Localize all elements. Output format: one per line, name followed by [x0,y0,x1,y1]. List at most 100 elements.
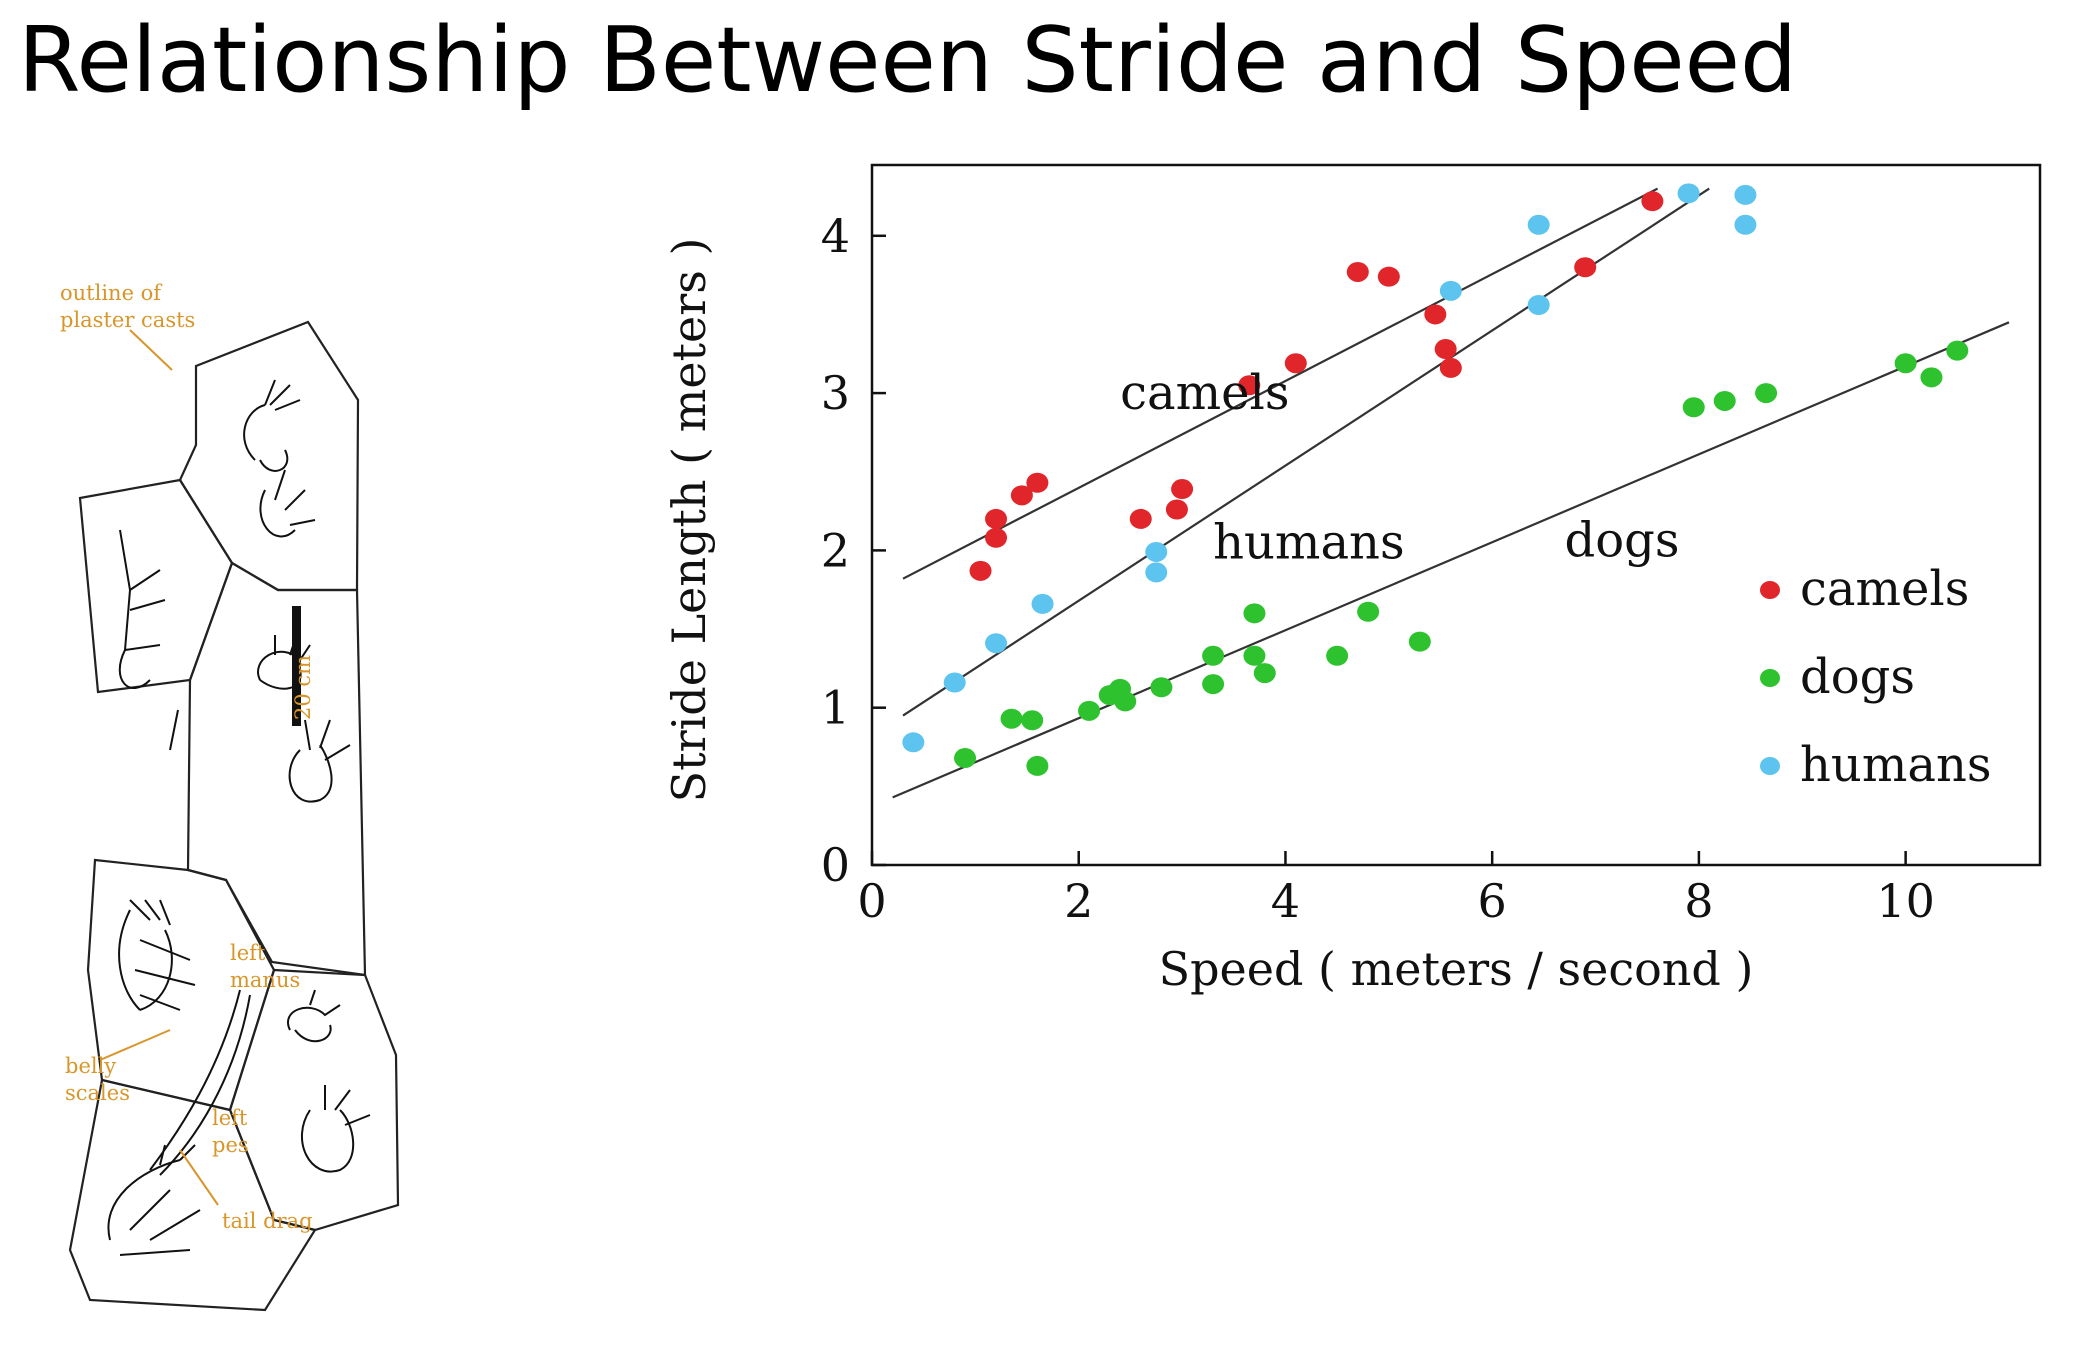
point-camels [1641,191,1664,212]
point-camels [1284,353,1307,374]
point-camels [985,527,1008,548]
legend-marker-dogs [1760,669,1780,687]
point-camels [1129,508,1152,529]
point-camels [1377,266,1400,287]
annotation-labels: outline of plaster casts left manus bell… [60,281,313,1233]
tail-label: tail drag [222,1209,313,1233]
point-dogs [1357,601,1380,622]
legend-marker-camels [1760,581,1780,599]
trend-line-humans [902,187,1710,717]
point-dogs [1755,383,1778,404]
y-tick-label: 0 [821,838,850,892]
outline-label-line2: plaster casts [60,308,195,332]
stride-speed-chart: 0 2 4 6 8 10 0 1 2 3 4 camels humans dogs camels dogs… [662,163,2042,996]
cast-slab-3 [186,561,367,977]
point-dogs [1202,645,1225,666]
footprint-1 [243,379,316,538]
legend-label-dogs: dogs [1800,649,1915,705]
annotation-leaders [99,329,219,1206]
point-humans [1527,214,1550,235]
scale-label: 20 cm [291,655,315,720]
point-humans [985,633,1008,654]
manus-label-line2: manus [230,968,300,992]
legend-label-humans: humans [1800,737,1992,793]
point-humans [1145,541,1168,562]
point-dogs [1253,663,1276,684]
point-camels [1238,375,1261,396]
legend-marker-humans [1760,757,1780,775]
slide-title: Relationship Between Stride and Speed [18,8,1798,113]
point-humans [1439,280,1462,301]
cast-slab-1 [178,320,360,592]
trackway-drawing: 20 cm outline of plaster casts left manu… [60,281,400,1312]
point-humans [1677,183,1700,204]
point-humans [1031,593,1054,614]
point-dogs [1894,353,1917,374]
manus-label-line1: left [230,941,266,965]
x-tick-label: 4 [1271,874,1300,928]
cast-slab-2 [78,478,234,694]
point-dogs [1000,708,1023,729]
pes-label-line1: left [212,1106,248,1130]
axis-ticks: 0 2 4 6 8 10 0 1 2 3 4 [821,209,1935,928]
pes-label-line2: pes [212,1133,249,1157]
x-tick-label: 0 [857,874,886,928]
plot-frame [870,163,2042,867]
point-humans [1145,562,1168,583]
y-tick-label: 1 [821,681,850,735]
trend-line-dogs [892,321,2010,799]
point-camels [985,508,1008,529]
point-camels [969,560,992,581]
point-dogs [1021,710,1044,731]
x-tick-label: 8 [1684,874,1713,928]
footprint-2 [118,529,166,690]
belly-label-line2: scales [65,1081,130,1105]
point-camels [1574,257,1597,278]
point-dogs [1078,700,1101,721]
outline-label-line1: outline of [60,281,163,305]
belly-scale-mark [169,709,179,751]
trend-line-camels [902,187,1659,580]
point-dogs [1713,390,1736,411]
point-humans [902,732,925,753]
line-label-humans: humans [1213,514,1405,570]
y-tick-label: 4 [821,209,850,263]
plaster-cast-outlines [68,320,400,1312]
point-dogs [954,748,977,769]
footprints [107,379,371,1256]
legend-label-camels: camels [1800,561,1969,617]
point-humans [1527,295,1550,315]
data-points [902,183,1969,776]
x-tick-label: 2 [1064,874,1093,928]
y-tick-label: 3 [821,366,850,420]
tail-drag-mark [149,989,251,1176]
point-camels [1346,261,1369,282]
point-dogs [1946,340,1969,361]
y-axis-title: Stride Length ( meters ) [662,238,716,803]
point-camels [1010,485,1033,506]
point-humans [1734,184,1757,205]
x-axis-title: Speed ( meters / second ) [1159,942,1754,996]
line-label-dogs: dogs [1565,513,1680,569]
point-dogs [1682,397,1705,418]
point-dogs [1202,674,1225,695]
point-camels [1165,499,1188,520]
cast-slab-6 [68,1078,317,1312]
point-dogs [1243,645,1266,666]
point-dogs [1326,645,1349,666]
point-camels [1434,339,1457,360]
legend: camels dogs humans [1760,561,1992,793]
point-camels [1026,472,1049,493]
line-labels: camels humans dogs [1120,365,1679,570]
line-label-camels: camels [1120,365,1289,421]
scale-bar [292,606,301,726]
footprint-6 [107,1144,201,1256]
point-dogs [1026,755,1049,776]
footprint-4 [118,899,196,1011]
point-dogs [1114,691,1137,712]
trend-lines [892,187,2010,799]
point-humans [943,672,966,693]
x-tick-label: 10 [1876,874,1935,928]
point-camels [1171,479,1194,500]
belly-label-line1: belly [65,1054,116,1078]
